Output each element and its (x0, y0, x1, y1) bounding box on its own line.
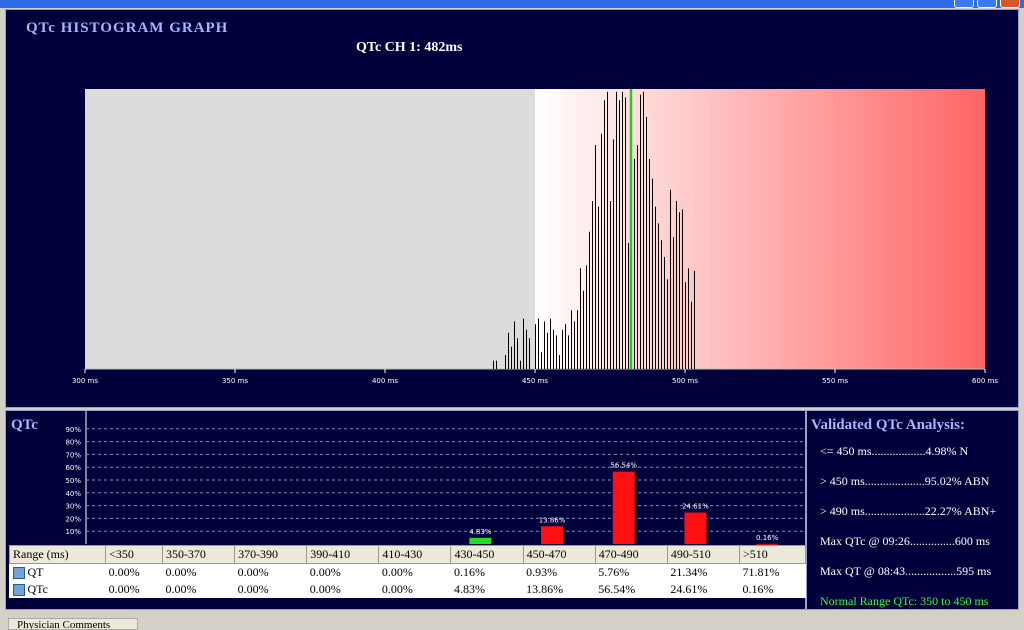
header-cell: 490-510 (666, 545, 740, 564)
y-tick-label: 20% (65, 515, 81, 523)
physician-comments-tab[interactable]: Physician Comments (8, 618, 138, 630)
stat-max-qtc: Max QTc @ 09:26...............600 ms (820, 534, 990, 548)
row-label-text: QTc (27, 582, 48, 596)
row-icon (12, 584, 25, 597)
histogram-subtitle: QTc CH 1: 482ms (356, 40, 463, 55)
table-row-qtc: QTc 0.00% 0.00% 0.00% 0.00% 0.00% 4.83% … (10, 581, 806, 598)
qtc-range-chart: 10% 20% 30% 40% 50% 60% 70% 80% 90% 4.83% 13.86% 56… (65, 411, 803, 545)
bar-data-label: 56.54% (610, 462, 637, 470)
table-cell: 0.00% (309, 582, 341, 596)
y-tick-label: 80% (65, 439, 81, 447)
header-cell: 350-370 (161, 545, 236, 564)
range-table: Range (ms) <350 350-370 370-390 390-410 … (8, 545, 807, 598)
table-cell: 0.00% (309, 565, 341, 579)
bar-data-label: 4.83% (469, 528, 492, 536)
histogram-chart: 300 ms 350 ms 400 ms 450 ms 500 ms 550 ms 600 … (72, 89, 998, 385)
stat-abnormal-plus: > 490 ms....................22.27% ABN+ (820, 504, 997, 518)
table-cell: 0.00% (165, 582, 197, 596)
row-label: QTc (10, 581, 106, 598)
y-tick-label: 40% (65, 490, 81, 498)
table-cell: 71.81% (742, 565, 780, 579)
header-cell: 470-490 (594, 545, 668, 564)
header-cell: Range (ms) (8, 545, 107, 564)
normal-zone (85, 89, 535, 369)
x-tick-label: 500 ms (672, 377, 698, 385)
x-tick-label: 400 ms (372, 377, 398, 385)
table-cell: 0.00% (108, 565, 140, 579)
maximize-button[interactable] (977, 0, 997, 8)
header-cell: 390-410 (306, 545, 380, 564)
header-cell: <350 (105, 545, 163, 564)
table-cell: 0.00% (108, 582, 140, 596)
y-tick-label: 60% (65, 464, 81, 472)
range-bar (469, 537, 492, 544)
header-cell: 430-450 (450, 545, 524, 564)
row-label-text: QT (27, 565, 44, 579)
header-cell: >510 (738, 545, 807, 564)
histogram-panel: 300 ms 350 ms 400 ms 450 ms 500 ms 550 ms 600 … (5, 9, 1019, 408)
y-tick-label: 70% (65, 451, 81, 459)
y-tick-label: 30% (65, 503, 81, 511)
table-cell: 0.16% (453, 565, 485, 579)
bar-data-label: 24.61% (682, 502, 709, 510)
table-cell: 21.34% (670, 565, 708, 579)
x-tick-label: 450 ms (522, 377, 548, 385)
range-bar (612, 471, 635, 544)
x-tick-label: 550 ms (822, 377, 848, 385)
range-bar (756, 543, 779, 545)
table-cell: 0.93% (526, 565, 558, 579)
y-tick-label: 50% (65, 477, 81, 485)
x-tick-label: 600 ms (972, 377, 998, 385)
header-cell: 450-470 (522, 545, 596, 564)
qtc-panel-label: QTc (11, 417, 38, 433)
table-row-qt: QT 0.00% 0.00% 0.00% 0.00% 0.00% 0.16% 0… (10, 564, 806, 582)
table-cell: 0.00% (237, 582, 269, 596)
table-cell: 0.00% (237, 565, 269, 579)
close-button[interactable] (1000, 0, 1020, 8)
header-cell: 370-390 (234, 545, 308, 564)
stat-normal: <= 450 ms..................4.98% N (820, 444, 969, 458)
row-icon (12, 567, 25, 580)
bar-data-label: 0.16% (756, 534, 779, 542)
abnormal-zone (535, 89, 985, 369)
table-cell: 0.00% (381, 565, 413, 579)
table-cell: 0.00% (381, 582, 413, 596)
table-cell: 5.76% (598, 565, 630, 579)
window-title-bar (0, 0, 1024, 8)
validated-analysis-panel: Validated QTc Analysis: <= 450 ms.......… (806, 410, 1019, 610)
y-tick-label: 90% (65, 426, 81, 434)
x-tick-label: 350 ms (222, 377, 248, 385)
table-cell: 0.16% (742, 582, 774, 596)
y-tick-label: 10% (65, 528, 81, 536)
table-cell: 24.61% (670, 582, 708, 596)
stat-max-qt: Max QT @ 08:43.................595 ms (820, 564, 992, 578)
row-label: QT (10, 564, 106, 582)
table-cell: 13.86% (526, 582, 564, 596)
header-cell: 410-430 (378, 545, 452, 564)
histogram-title: QTc HISTOGRAM GRAPH (26, 20, 229, 36)
table-cell: 0.00% (165, 565, 197, 579)
minimize-button[interactable] (954, 0, 974, 8)
range-table-header: Range (ms) <350 350-370 370-390 390-410 … (8, 545, 807, 564)
range-bar (541, 526, 564, 544)
bar-data-label: 13.86% (539, 516, 566, 524)
x-tick-label: 300 ms (72, 377, 98, 385)
table-cell: 4.83% (453, 582, 485, 596)
normal-range-note: Normal Range QTc: 350 to 450 ms (820, 594, 989, 608)
validated-analysis-title: Validated QTc Analysis: (811, 417, 965, 433)
range-bar (684, 512, 707, 544)
qtc-range-panel: 10% 20% 30% 40% 50% 60% 70% 80% 90% 4.83% 13.86% 56… (5, 410, 807, 610)
stat-abnormal: > 450 ms....................95.02% ABN (820, 474, 990, 488)
table-cell: 56.54% (598, 582, 636, 596)
